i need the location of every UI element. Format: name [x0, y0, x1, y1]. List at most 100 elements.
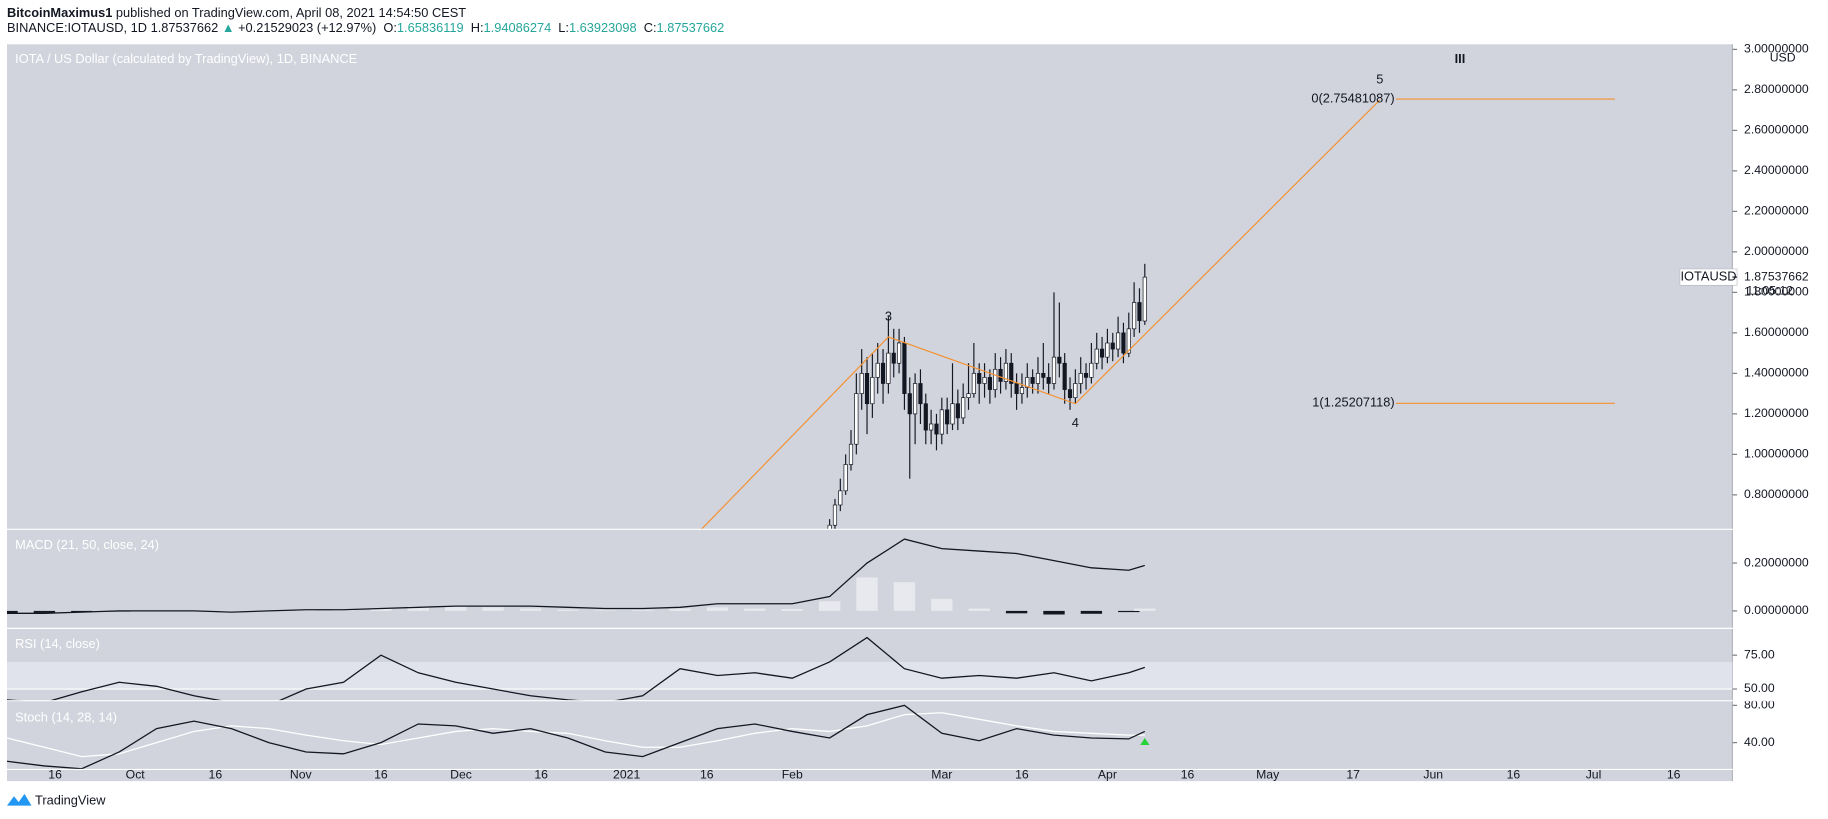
author: BitcoinMaximus1 [7, 5, 112, 20]
macd-histogram-bar [482, 607, 504, 611]
ohlc-value: 1.63923098 [569, 21, 637, 36]
x-tick-label: 2021 [613, 768, 640, 782]
plot-background [6, 44, 1733, 782]
fib-label: 1(1.25207118) [1312, 395, 1394, 410]
candle-body [1062, 362, 1067, 390]
candle-body [880, 362, 886, 384]
axes: 0.80000000 1.00000000 1.20000000 1.40000000… [48, 42, 1809, 782]
x-tick-label: 16 [374, 768, 388, 782]
candle-body [1126, 328, 1131, 354]
candle-body [961, 397, 966, 419]
candle-body [1089, 362, 1094, 378]
candle-body [987, 377, 992, 390]
rsi-pane [6, 636, 1733, 701]
candle-body [929, 423, 934, 431]
up-arrow: ▲ [222, 21, 235, 36]
wave-label: 4 [1072, 415, 1079, 430]
candle-body [1078, 373, 1083, 384]
stoch-d-line [6, 712, 1145, 758]
macd-histogram-bar [220, 610, 243, 612]
x-tick-label: Oct [126, 768, 146, 782]
x-tick-label: 16 [1181, 768, 1195, 782]
main-pane [701, 98, 1615, 530]
header-line-2: BINANCE:IOTAUSD, 1D 1.87537662 ▲ +0.2152… [7, 21, 724, 36]
x-tick-label: 16 [1507, 768, 1521, 782]
ohlc-label: O: [383, 21, 397, 36]
footer: TradingView [6, 792, 106, 807]
ohlc-value: 1.65836119 [397, 21, 464, 36]
y-tick-label: 2.20000000 [1744, 204, 1809, 218]
candle-body [1025, 377, 1030, 388]
stoch-k-line [6, 704, 1146, 770]
header-line-1: BitcoinMaximus1 published on TradingView… [7, 5, 466, 20]
macd-histogram-bar [33, 610, 56, 613]
macd-histogram-bar [744, 608, 766, 611]
candle-body [832, 504, 838, 526]
candle-body [1051, 356, 1057, 384]
main-title: IOTA / US Dollar (calculated by TradingV… [15, 51, 357, 66]
macd-histogram-bar [931, 598, 953, 611]
x-tick-label: Nov [290, 768, 313, 782]
x-tick-label: Apr [1098, 768, 1117, 782]
macd-histogram-bar [519, 608, 542, 611]
candle-body [934, 423, 939, 435]
y-tick-label: 3.00000000 [1744, 42, 1809, 56]
x-tick-label: Jun [1423, 768, 1443, 782]
candle-body [998, 368, 1003, 382]
candle-body [1121, 332, 1126, 354]
x-tick-label: 17 [1346, 768, 1360, 782]
y-tick-label: 2.00000000 [1744, 244, 1809, 258]
candle-body [1110, 342, 1115, 350]
rsi-line [6, 636, 1146, 701]
macd-histogram-bar [968, 608, 990, 611]
fib-label: 0(2.75481087) [1311, 90, 1394, 105]
macd-histogram-bar [594, 610, 616, 612]
y-tick-label: 1.00000000 [1744, 447, 1809, 461]
brand: TradingView [35, 792, 106, 807]
x-tick-label: Jul [1586, 768, 1602, 782]
candle-body [977, 373, 982, 384]
stoch-signal-icon [1140, 737, 1150, 745]
x-tick-label: 16 [48, 768, 62, 782]
ohlc-label: L: [558, 21, 569, 36]
x-tick-label: 16 [1667, 768, 1681, 782]
candle-body [838, 490, 843, 506]
candle-body [913, 383, 918, 415]
macd-line [6, 538, 1145, 614]
last-price: 1.87537662 [1744, 269, 1809, 283]
candle-body [1116, 332, 1121, 350]
candle-body [1083, 373, 1089, 378]
macd-histogram-bar [1043, 610, 1065, 615]
macd-histogram-bar [445, 606, 467, 611]
candle-body [1094, 348, 1099, 364]
macd-histogram-bar [370, 608, 392, 611]
x-tick-label: 16 [209, 768, 223, 782]
candle-body [1073, 383, 1078, 399]
x-tick-label: 16 [1015, 768, 1029, 782]
candle-body [1003, 362, 1009, 382]
x-tick-label: May [1256, 768, 1280, 782]
pane-separators [6, 528, 1822, 771]
price: 1.87537662 [151, 21, 219, 36]
macd-title: MACD (21, 50, close, 24) [15, 537, 159, 552]
x-tick-label: 16 [534, 768, 548, 782]
candle-body [859, 373, 864, 394]
candle-body [939, 409, 944, 435]
candle-body [907, 393, 912, 415]
stoch-title: Stoch (14, 28, 14) [15, 710, 117, 725]
candle-body [886, 352, 891, 384]
candle-body [1041, 373, 1046, 378]
candle-body [1067, 389, 1073, 399]
candle-body [1035, 373, 1041, 384]
countdown: 11:05:12 [1746, 283, 1793, 297]
candle-body [848, 443, 854, 465]
candle-body [1046, 377, 1051, 384]
candle-body [1142, 276, 1147, 322]
unit-label: USD [1770, 51, 1796, 65]
wave-line [701, 99, 1381, 530]
macd-histogram-bar [407, 606, 429, 611]
candle-body [891, 352, 896, 364]
change: +0.21529023 (+12.97%) [238, 21, 376, 36]
macd-histogram-bar [893, 582, 916, 611]
stoch-pane [6, 704, 1146, 770]
